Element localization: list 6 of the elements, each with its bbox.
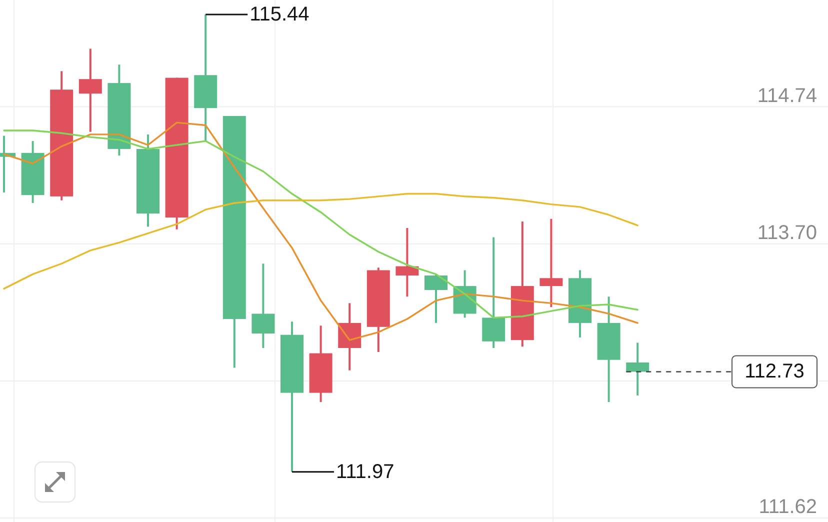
y-tick-label: 111.62 bbox=[758, 496, 817, 518]
y-tick-label: 114.74 bbox=[757, 84, 817, 107]
ref-line-label: 112.73 bbox=[744, 360, 804, 383]
annotation: 111.97 bbox=[336, 460, 394, 483]
y-tick-label: 113.70 bbox=[757, 222, 817, 244]
annotation: 115.44 bbox=[250, 4, 310, 26]
